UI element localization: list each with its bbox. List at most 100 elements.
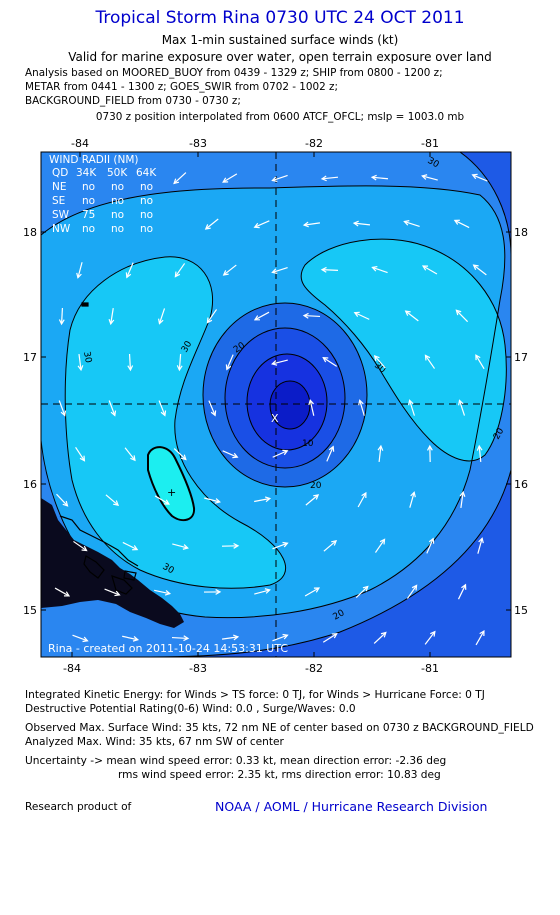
island (81, 302, 89, 307)
wind-vector-arrow (371, 265, 388, 274)
wind-vector-arrow (172, 543, 189, 550)
lon-tick-top: -84 (71, 137, 89, 150)
wind-vector-arrow (271, 267, 288, 274)
island (123, 570, 137, 581)
ike-line: Integrated Kinetic Energy: for Winds > T… (25, 689, 485, 701)
wind-vector-arrow (475, 354, 485, 370)
wind-radii-value: no (140, 181, 153, 193)
research-org-link[interactable]: NOAA / AOML / Hurricane Research Divisio… (215, 799, 488, 814)
wind-vector-arrow (477, 537, 484, 554)
analysis-line-1: Analysis based on MOORED_BUOY from 0439 … (25, 67, 443, 79)
wind-vector-arrow (203, 589, 222, 595)
wind-vector-arrow (370, 174, 389, 181)
wind-vector-arrow (154, 495, 170, 505)
contour-line (224, 327, 346, 469)
wind-radii-quadrant: SW (52, 209, 70, 221)
analyzed-max-line: Analyzed Max. Wind: 35 kts, 67 nm SW of … (25, 736, 284, 748)
wind-vector-arrow (404, 310, 419, 322)
wind-vector-arrow (56, 493, 69, 507)
lat-tick-right: 17 (514, 351, 528, 364)
wind-vector-arrow (73, 540, 88, 552)
analysis-line-3: BACKGROUND_FIELD from 0730 - 0730 z; (25, 95, 241, 107)
lat-tick-right: 16 (514, 478, 528, 491)
wind-vector-arrow (75, 447, 86, 462)
wind-radii-value: no (111, 209, 124, 221)
wind-vector-arrow (475, 629, 485, 646)
wind-vector-arrow (358, 399, 365, 416)
wind-vector-arrow (459, 490, 466, 509)
wind-vector-arrow (424, 630, 436, 645)
wind-vector-arrow (208, 400, 217, 417)
wind-radii-value: no (111, 223, 124, 235)
wind-vector-arrow (323, 540, 338, 552)
wind-vector-arrow (421, 174, 438, 181)
wind-vector-arrow (124, 447, 136, 462)
wind-vector-arrow (157, 308, 166, 325)
wind-vector-arrow (122, 635, 140, 642)
wind-vector-arrow (171, 635, 190, 642)
wind-vector-arrow (305, 494, 320, 506)
wind-vector-arrow (104, 588, 121, 597)
coastline-detail (83, 555, 105, 579)
lat-tick-left: 18 (23, 226, 37, 239)
wind-radii-col-34k: 34K (76, 167, 97, 179)
wind-vector-arrow (72, 634, 89, 643)
wind-vector-arrow (320, 266, 339, 273)
wind-field-map: -84 -83 -82 -81 -84 -83 -82 -81 18 17 16… (23, 137, 528, 675)
contour-band-30kt-west (65, 256, 286, 589)
wind-radii-quadrant: NE (52, 181, 67, 193)
wind-vector-arrow (353, 311, 370, 320)
wind-vector-arrow (272, 449, 289, 458)
land-coastline (41, 498, 184, 628)
lat-tick-left: 15 (23, 604, 37, 617)
observed-max-line: Observed Max. Surface Wind: 35 kts, 72 n… (25, 722, 534, 734)
wind-vector-arrow (222, 450, 239, 459)
map-credit: Rina - created on 2011-10-24 14:53:31 UT… (48, 642, 288, 655)
wind-vector-arrow (271, 359, 288, 366)
contour-label: 30 (81, 351, 93, 364)
wind-vector-arrow (221, 634, 240, 641)
wind-vector-arrow (458, 399, 466, 416)
coastline-detail (59, 515, 139, 567)
wind-vector-arrow (326, 445, 335, 462)
wind-radii-value: no (140, 223, 153, 235)
uncertainty-line-1: Uncertainty -> mean wind speed error: 0.… (25, 755, 447, 767)
storm-center-marker: X (271, 412, 279, 425)
wind-radii-col-64k: 64K (136, 167, 157, 179)
wind-radii-value: 75 (82, 209, 95, 221)
wind-vector-arrow (373, 355, 386, 369)
wind-vector-arrow (158, 400, 167, 417)
wind-vector-arrow (254, 588, 271, 595)
wind-vector-arrow (272, 541, 289, 550)
wind-vector-arrow (253, 311, 270, 321)
wind-vector-arrow (373, 631, 387, 644)
wind-vector-arrow (225, 354, 234, 371)
wind-vector-arrow (308, 398, 315, 416)
wind-vector-arrow (406, 584, 418, 599)
contour-line (300, 238, 507, 462)
dpr-line: Destructive Potential Rating(0-6) Wind: … (25, 703, 356, 715)
wind-vector-arrow (377, 444, 384, 463)
wind-radii-value: no (140, 209, 153, 221)
max-wind-marker: + (167, 486, 176, 499)
wind-vector-arrow (222, 264, 237, 276)
wind-radii-value: no (111, 181, 124, 193)
wind-vector-arrow (453, 219, 470, 229)
wind-vector-arrow (108, 308, 115, 326)
wind-vector-arrow (403, 220, 420, 228)
wind-vector-arrow (409, 491, 416, 508)
wind-vector-arrow (222, 173, 238, 183)
subtitle-exposure: Valid for marine exposure over water, op… (68, 50, 492, 64)
plot-frame (40, 151, 512, 658)
uncertainty-line-2: rms wind speed error: 2.35 kt, rms direc… (118, 769, 441, 781)
lat-tick-right: 18 (514, 226, 528, 239)
wind-vector-arrow (322, 633, 338, 643)
wind-radii-value: no (82, 195, 95, 207)
wind-vector-arrow (54, 587, 71, 597)
wind-vector-arrow (424, 354, 436, 369)
wind-vector-arrow (221, 542, 240, 549)
wind-vector-arrow (105, 494, 120, 506)
wind-vector-arrow (253, 220, 270, 229)
wind-vector-arrow (154, 589, 172, 596)
max-wind-region (148, 447, 195, 521)
